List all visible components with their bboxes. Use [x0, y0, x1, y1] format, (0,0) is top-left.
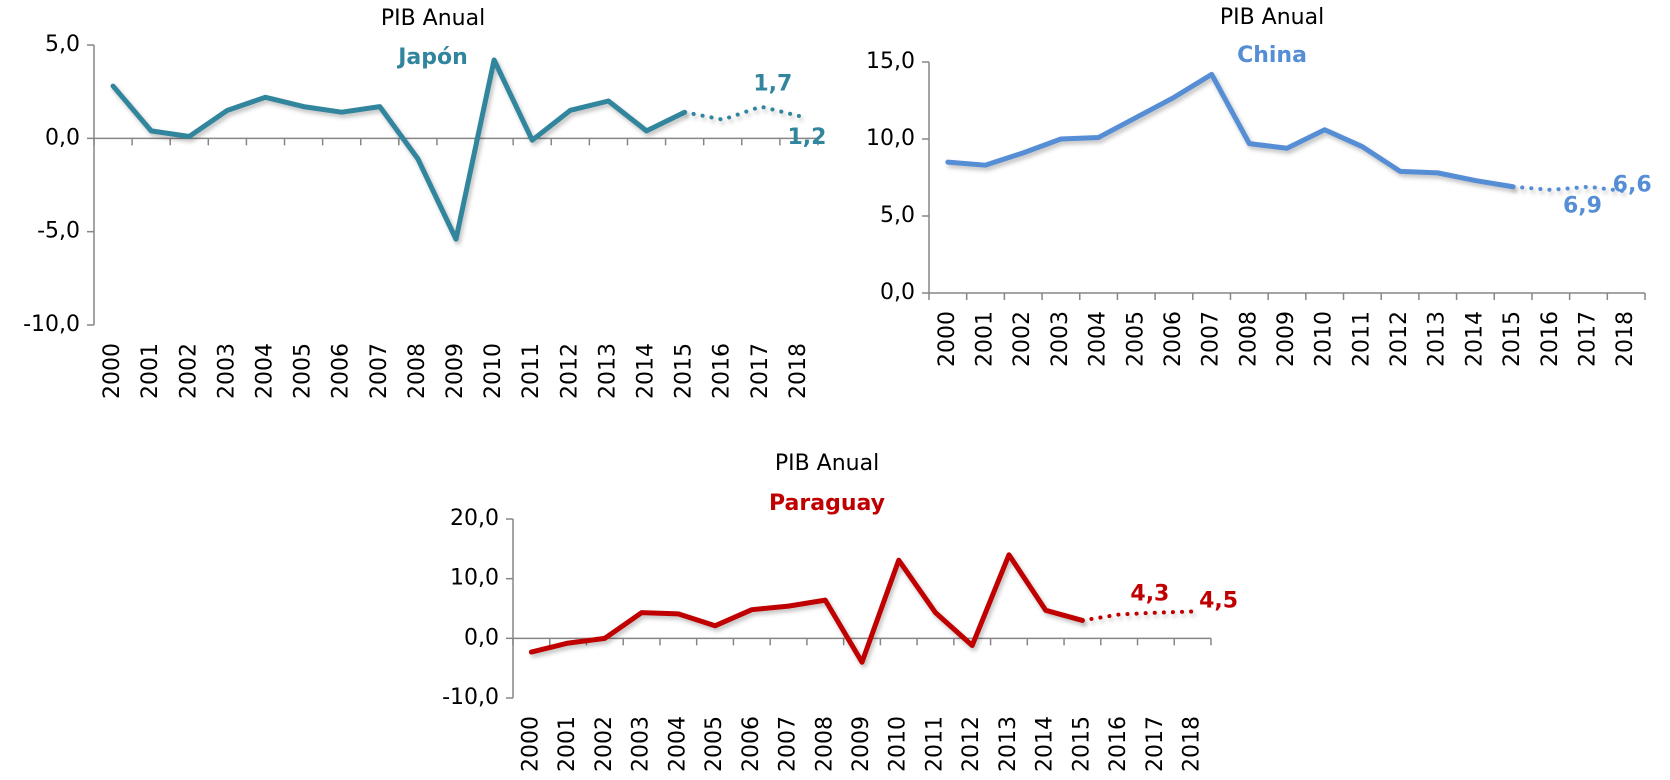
x-tick-label: 2012	[959, 716, 984, 772]
series-line	[685, 107, 799, 120]
x-tick-label: 2008	[405, 343, 430, 399]
x-tick-label: 2016	[1106, 716, 1131, 772]
x-tick-label: 2015	[1069, 716, 1094, 772]
value-label: 6,6	[1613, 172, 1652, 197]
value-label: 4,5	[1199, 588, 1238, 613]
x-tick-label: 2018	[1613, 311, 1638, 367]
x-tick-label: 2014	[1033, 716, 1058, 772]
x-tick-label: 2015	[672, 343, 697, 399]
x-tick-label: 2005	[702, 716, 727, 772]
x-tick-label: 2000	[100, 343, 125, 399]
x-tick-label: 2001	[555, 716, 580, 772]
series-line	[1513, 187, 1626, 192]
charts: PIB Anual Japón -10,0 -5,0 0,0 5,0 2000 2001 200…	[0, 0, 1670, 780]
x-tick-label: 2004	[1086, 311, 1111, 367]
y-tick-label: 10,0	[866, 126, 915, 151]
y-tick-label: 20,0	[450, 506, 499, 531]
x-tick-label: 2002	[176, 343, 201, 399]
y-tick-label: 5,0	[45, 32, 80, 57]
x-tick-label: 2003	[629, 716, 654, 772]
chart-subtitle: China	[1237, 43, 1307, 68]
series-line	[1082, 611, 1192, 620]
y-tick-label: 10,0	[450, 566, 499, 591]
chart-title: PIB Anual	[775, 451, 879, 476]
x-tick-label: 2012	[557, 343, 582, 399]
value-label: 6,9	[1563, 194, 1602, 219]
x-tick-label: 2002	[592, 716, 617, 772]
y-tick-label: -5,0	[37, 219, 80, 244]
x-tick-label: 2005	[1123, 311, 1148, 367]
chart-subtitle: Japón	[396, 45, 468, 70]
x-tick-label: 2011	[519, 343, 544, 399]
y-tick-label: 0,0	[880, 280, 915, 305]
x-tick-label: 2006	[1161, 311, 1186, 367]
x-tick-label: 2016	[710, 343, 735, 399]
chart-title: PIB Anual	[381, 6, 485, 31]
x-tick-label: 2015	[1500, 311, 1525, 367]
x-tick-label: 2006	[329, 343, 354, 399]
x-tick-label: 2013	[595, 343, 620, 399]
x-tick-label: 2003	[214, 343, 239, 399]
x-tick-label: 2016	[1538, 311, 1563, 367]
y-tick-label: -10,0	[442, 685, 499, 710]
x-tick-label: 2017	[1575, 311, 1600, 367]
x-tick-label: 2010	[1312, 311, 1337, 367]
x-tick-label: 2012	[1387, 311, 1412, 367]
x-tick-label: 2009	[849, 716, 874, 772]
x-tick-label: 2011	[922, 716, 947, 772]
x-tick-label: 2011	[1349, 311, 1374, 367]
x-tick-label: 2018	[786, 343, 811, 399]
y-tick-label: 15,0	[866, 49, 915, 74]
x-tick-label: 2013	[996, 716, 1021, 772]
x-tick-label: 2005	[291, 343, 316, 399]
x-tick-label: 2000	[518, 716, 543, 772]
x-tick-label: 2009	[443, 343, 468, 399]
x-tick-label: 2004	[665, 716, 690, 772]
x-tick-label: 2001	[138, 343, 163, 399]
value-label: 1,7	[753, 72, 792, 97]
x-tick-label: 2010	[886, 716, 911, 772]
x-tick-label: 2006	[739, 716, 764, 772]
y-tick-label: 0,0	[464, 625, 499, 650]
series-line	[948, 74, 1513, 186]
x-tick-label: 2002	[1010, 311, 1035, 367]
x-tick-label: 2017	[1143, 716, 1168, 772]
x-tick-label: 2000	[935, 311, 960, 367]
x-tick-label: 2014	[634, 343, 659, 399]
x-tick-label: 2007	[1199, 311, 1224, 367]
chart-title: PIB Anual	[1220, 5, 1324, 30]
series-line	[531, 555, 1082, 662]
x-tick-label: 2010	[481, 343, 506, 399]
x-tick-label: 2018	[1180, 716, 1205, 772]
y-tick-label: -10,0	[23, 312, 80, 337]
x-tick-label: 2009	[1274, 311, 1299, 367]
x-tick-label: 2008	[812, 716, 837, 772]
y-tick-label: 5,0	[880, 203, 915, 228]
x-tick-label: 2007	[776, 716, 801, 772]
x-tick-label: 2008	[1236, 311, 1261, 367]
x-tick-label: 2001	[973, 311, 998, 367]
chart-subtitle: Paraguay	[769, 491, 885, 516]
x-tick-label: 2003	[1048, 311, 1073, 367]
value-label: 1,2	[787, 125, 826, 150]
x-tick-label: 2004	[252, 343, 277, 399]
x-tick-label: 2014	[1462, 311, 1487, 367]
value-label: 4,3	[1130, 582, 1169, 607]
x-tick-label: 2013	[1425, 311, 1450, 367]
series-line	[113, 60, 685, 239]
y-tick-label: 0,0	[45, 125, 80, 150]
x-tick-label: 2007	[367, 343, 392, 399]
x-tick-label: 2017	[748, 343, 773, 399]
